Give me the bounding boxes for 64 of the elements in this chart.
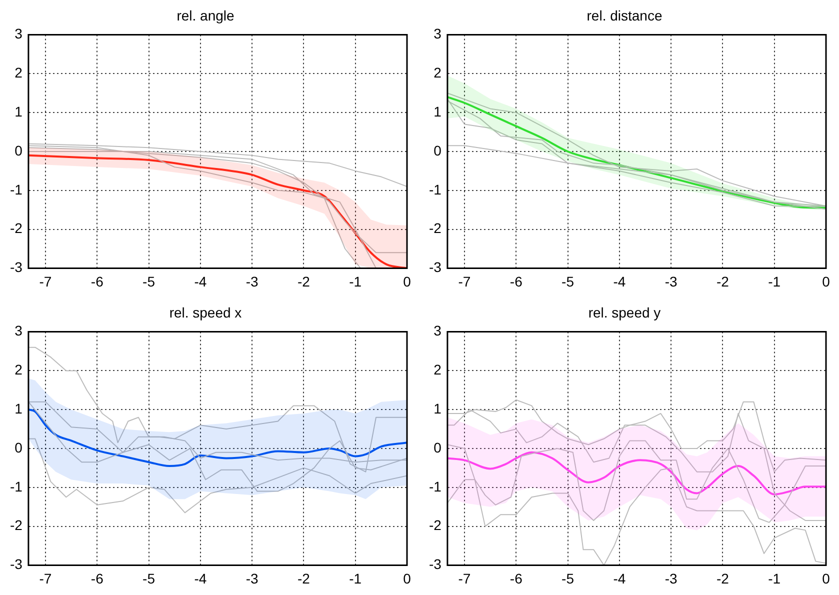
x-tick-label: -3 xyxy=(246,273,259,290)
y-tick-label: 2 xyxy=(14,362,23,378)
y-tick-label: 3 xyxy=(14,26,23,42)
x-tick-label: -4 xyxy=(194,273,207,290)
y-tick-label: -1 xyxy=(428,478,442,494)
x-tick-label: -7 xyxy=(39,273,52,290)
y-tick-label: 0 xyxy=(434,439,442,456)
y-tick-label: 0 xyxy=(14,439,23,456)
y-tick-label: 2 xyxy=(14,64,23,81)
y-tick-label: 1 xyxy=(434,103,442,120)
y-tick-label: -1 xyxy=(428,181,442,198)
y-tick-label: -2 xyxy=(10,517,23,534)
x-tick-label: -2 xyxy=(297,570,310,586)
x-tick-label: -1 xyxy=(768,273,781,290)
y-tick-label: -1 xyxy=(10,478,23,494)
y-tick-label: 1 xyxy=(434,400,442,416)
y-tick-label: -3 xyxy=(10,259,23,276)
x-tick-label: -7 xyxy=(458,570,471,586)
x-tick-label: -3 xyxy=(664,273,678,290)
y-tick-label: 1 xyxy=(14,103,23,120)
y-tick-label: 3 xyxy=(434,322,442,339)
chart-title: rel. speed y xyxy=(588,304,661,320)
x-tick-label: 0 xyxy=(403,570,412,586)
x-tick-label: -5 xyxy=(142,570,156,586)
y-tick-label: 3 xyxy=(434,26,442,42)
x-tick-label: -5 xyxy=(562,273,574,290)
x-tick-label: -4 xyxy=(613,273,626,290)
x-tick-label: -7 xyxy=(39,570,52,586)
x-tick-label: -6 xyxy=(510,570,523,586)
y-tick-label: 3 xyxy=(14,322,23,339)
y-tick-label: 2 xyxy=(434,362,442,378)
y-tick-label: 2 xyxy=(434,64,442,81)
y-tick-label: 0 xyxy=(14,142,23,158)
x-tick-label: -1 xyxy=(768,570,781,586)
x-tick-label: -4 xyxy=(194,570,207,586)
x-tick-label: -3 xyxy=(246,570,259,586)
y-tick-label: 0 xyxy=(434,142,442,158)
x-tick-label: -2 xyxy=(716,273,730,290)
x-tick-label: -2 xyxy=(297,273,310,290)
x-tick-label: -5 xyxy=(142,273,156,290)
y-tick-label: -3 xyxy=(10,556,23,572)
y-tick-label: -3 xyxy=(428,259,442,276)
y-tick-label: -2 xyxy=(10,220,23,236)
x-tick-label: 0 xyxy=(822,273,830,290)
x-tick-label: -6 xyxy=(510,273,523,290)
y-tick-label: -2 xyxy=(428,517,442,534)
x-tick-label: -7 xyxy=(458,273,471,290)
y-tick-label: -3 xyxy=(428,556,442,572)
chart-title: rel. speed x xyxy=(169,304,242,320)
x-tick-label: -1 xyxy=(349,570,362,586)
y-tick-label: -1 xyxy=(10,181,23,198)
x-tick-label: -4 xyxy=(613,570,626,586)
x-tick-label: -1 xyxy=(349,273,362,290)
chart-title: rel. distance xyxy=(586,7,662,24)
x-tick-label: -3 xyxy=(664,570,678,586)
x-tick-label: -6 xyxy=(90,273,104,290)
x-tick-label: -2 xyxy=(716,570,730,586)
x-tick-label: 0 xyxy=(822,570,830,586)
y-tick-label: -2 xyxy=(428,220,442,236)
x-tick-label: -6 xyxy=(90,570,104,586)
y-tick-label: 1 xyxy=(14,400,23,416)
chart-title: rel. angle xyxy=(176,7,235,24)
x-tick-label: 0 xyxy=(403,273,412,290)
x-tick-label: -5 xyxy=(562,570,574,586)
